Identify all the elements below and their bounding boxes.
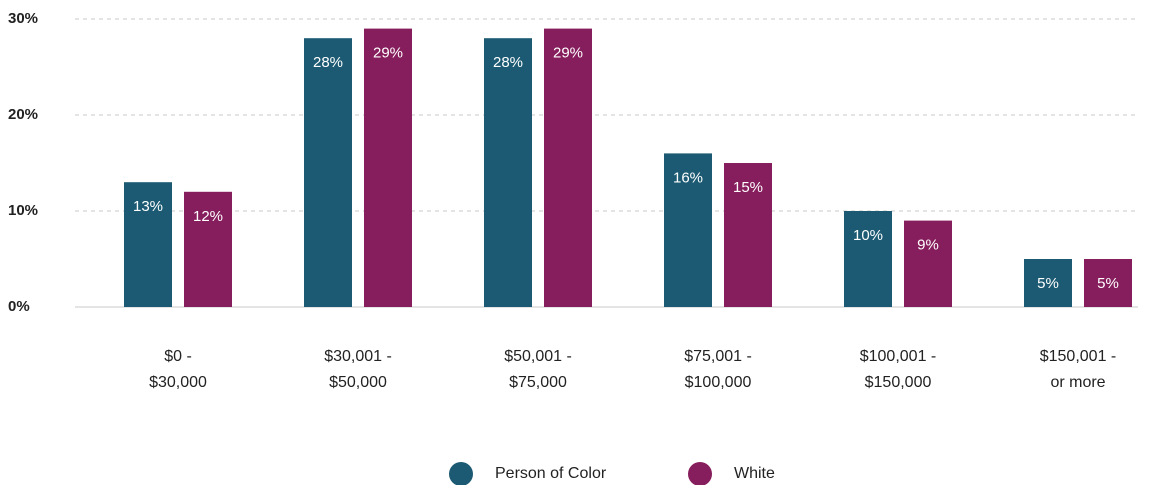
x-tick-label: $75,001 - $100,000 [684, 348, 752, 391]
bar [664, 153, 712, 307]
value-label: 29% [553, 45, 583, 62]
bar [1084, 259, 1132, 307]
value-label: 9% [917, 237, 939, 254]
value-label: 15% [733, 179, 763, 196]
bar [484, 38, 532, 307]
legend-swatch [449, 462, 473, 485]
y-tick-label: 30% [8, 10, 38, 27]
legend-swatch [688, 462, 712, 485]
value-label: 10% [853, 227, 883, 244]
value-label: 13% [133, 198, 163, 215]
bar [124, 182, 172, 307]
legend-label: White [734, 465, 775, 482]
x-tick-line: $50,000 [329, 374, 387, 391]
x-tick-label: $50,001 - $75,000 [504, 348, 572, 391]
value-label: 5% [1037, 275, 1059, 292]
x-tick-label: $100,001 - $150,000 [860, 348, 937, 391]
value-label: 12% [193, 208, 223, 225]
x-tick-line: $0 - [164, 348, 192, 365]
bar [364, 28, 412, 307]
x-tick-line: or more [1050, 374, 1105, 391]
value-label: 16% [673, 169, 703, 186]
x-tick-line: $30,001 - [324, 348, 392, 365]
x-tick-label: $30,001 - $50,000 [324, 348, 392, 391]
x-tick-label: $150,001 - or more [1040, 348, 1117, 391]
x-tick-line: $75,001 - [684, 348, 752, 365]
x-tick-line: $100,001 - [860, 348, 937, 365]
value-label: 5% [1097, 275, 1119, 292]
value-label: 29% [373, 45, 403, 62]
x-tick-label: $0 - $30,000 [149, 348, 207, 391]
legend-label: Person of Color [495, 465, 607, 482]
bar [904, 220, 952, 307]
bar [844, 211, 892, 307]
bar [1024, 259, 1072, 307]
x-tick-line: $100,000 [685, 374, 752, 391]
bar [724, 163, 772, 307]
x-tick-line: $30,000 [149, 374, 207, 391]
x-tick-line: $150,001 - [1040, 348, 1117, 365]
bar [304, 38, 352, 307]
y-tick-label: 0% [8, 298, 30, 315]
bar [184, 191, 232, 307]
bar [544, 28, 592, 307]
y-tick-label: 20% [8, 106, 38, 123]
x-tick-line: $75,000 [509, 374, 567, 391]
value-label: 28% [493, 54, 523, 71]
x-tick-line: $50,001 - [504, 348, 572, 365]
value-label: 28% [313, 54, 343, 71]
y-tick-label: 10% [8, 202, 38, 219]
x-tick-line: $150,000 [865, 374, 932, 391]
